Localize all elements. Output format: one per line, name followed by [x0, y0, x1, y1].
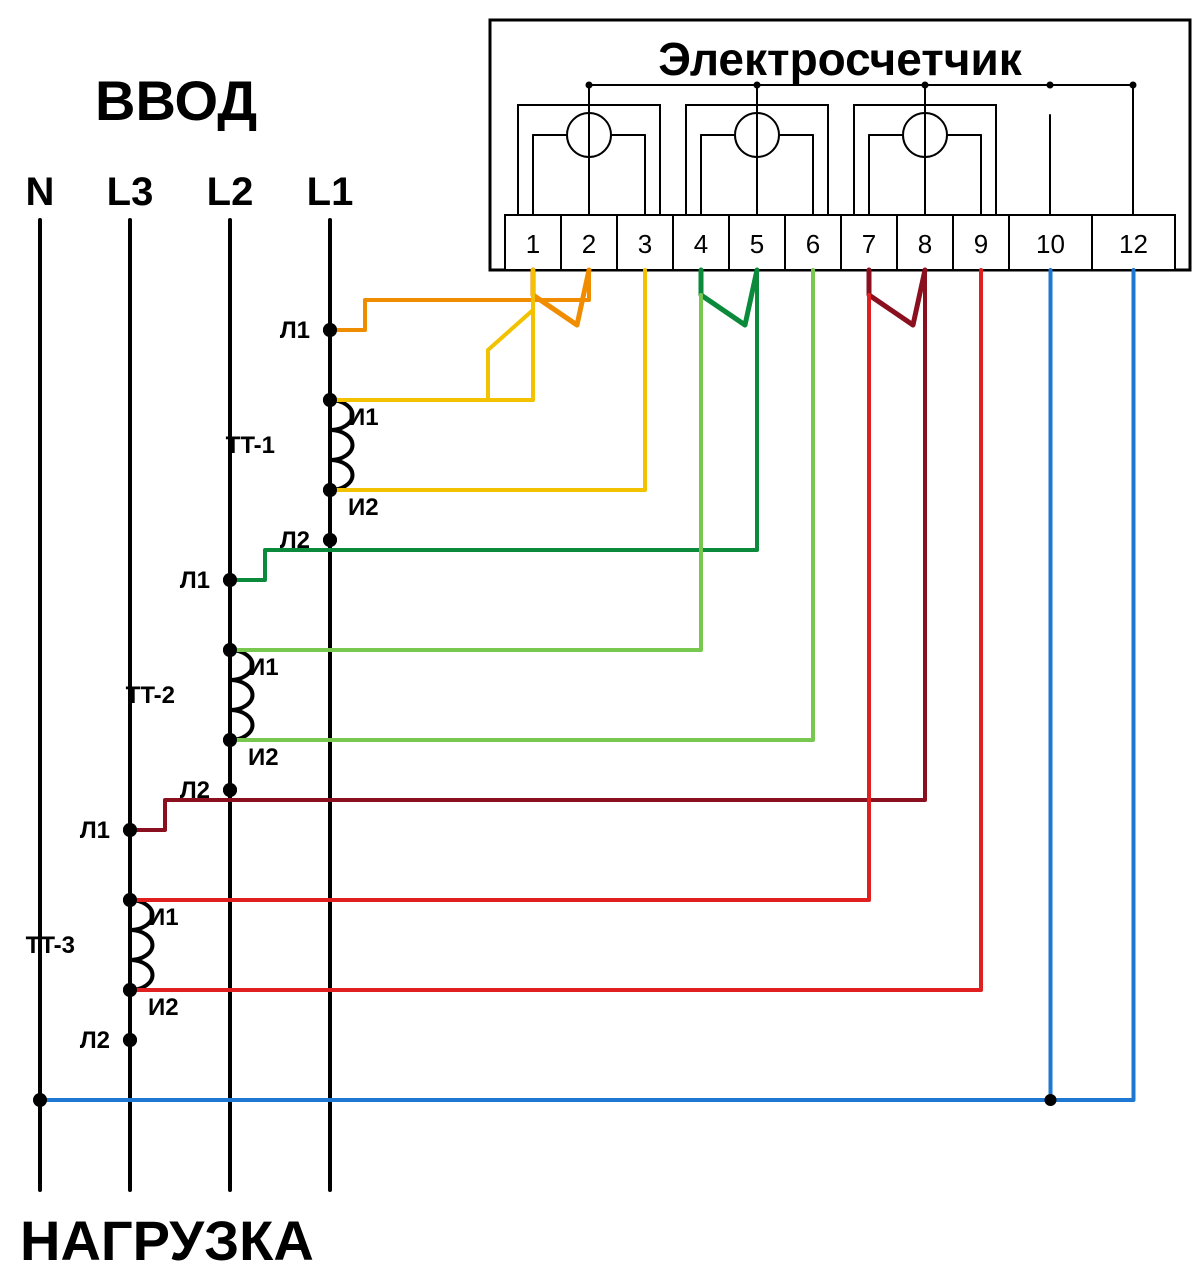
- bus-label-N: N: [26, 170, 55, 214]
- svg-text:1: 1: [526, 229, 540, 259]
- svg-text:Л2: Л2: [80, 1027, 110, 1054]
- input-title: ВВОД: [95, 69, 257, 132]
- svg-text:9: 9: [974, 229, 988, 259]
- svg-text:И1: И1: [148, 904, 179, 931]
- svg-text:И2: И2: [348, 494, 379, 521]
- svg-text:И1: И1: [248, 654, 279, 681]
- svg-text:5: 5: [750, 229, 764, 259]
- svg-text:И2: И2: [148, 994, 179, 1021]
- svg-text:6: 6: [806, 229, 820, 259]
- bus-label-L1: L1: [307, 170, 354, 214]
- svg-text:Л1: Л1: [180, 567, 210, 594]
- svg-text:3: 3: [638, 229, 652, 259]
- ct-name: TT-1: [226, 432, 275, 459]
- svg-text:И1: И1: [348, 404, 379, 431]
- ct-name: TT-2: [126, 682, 175, 709]
- svg-text:10: 10: [1036, 229, 1065, 259]
- svg-text:И2: И2: [248, 744, 279, 771]
- svg-text:12: 12: [1119, 229, 1148, 259]
- ct-name: TT-3: [26, 932, 75, 959]
- bus-label-L2: L2: [207, 170, 254, 214]
- svg-text:7: 7: [862, 229, 876, 259]
- load-title: НАГРУЗКА: [20, 1209, 314, 1272]
- svg-text:Л1: Л1: [80, 817, 110, 844]
- meter: Электросчетчик1234567891012: [490, 20, 1190, 270]
- meter-title: Электросчетчик: [658, 33, 1023, 85]
- wiring-diagram: ВВОДНАГРУЗКАЭлектросчетчик1234567891012N…: [0, 0, 1204, 1278]
- meter-terminals: 1234567891012: [505, 215, 1175, 270]
- bus-label-L3: L3: [107, 170, 154, 214]
- svg-text:Л1: Л1: [280, 317, 310, 344]
- svg-text:4: 4: [694, 229, 708, 259]
- svg-text:2: 2: [582, 229, 596, 259]
- svg-text:8: 8: [918, 229, 932, 259]
